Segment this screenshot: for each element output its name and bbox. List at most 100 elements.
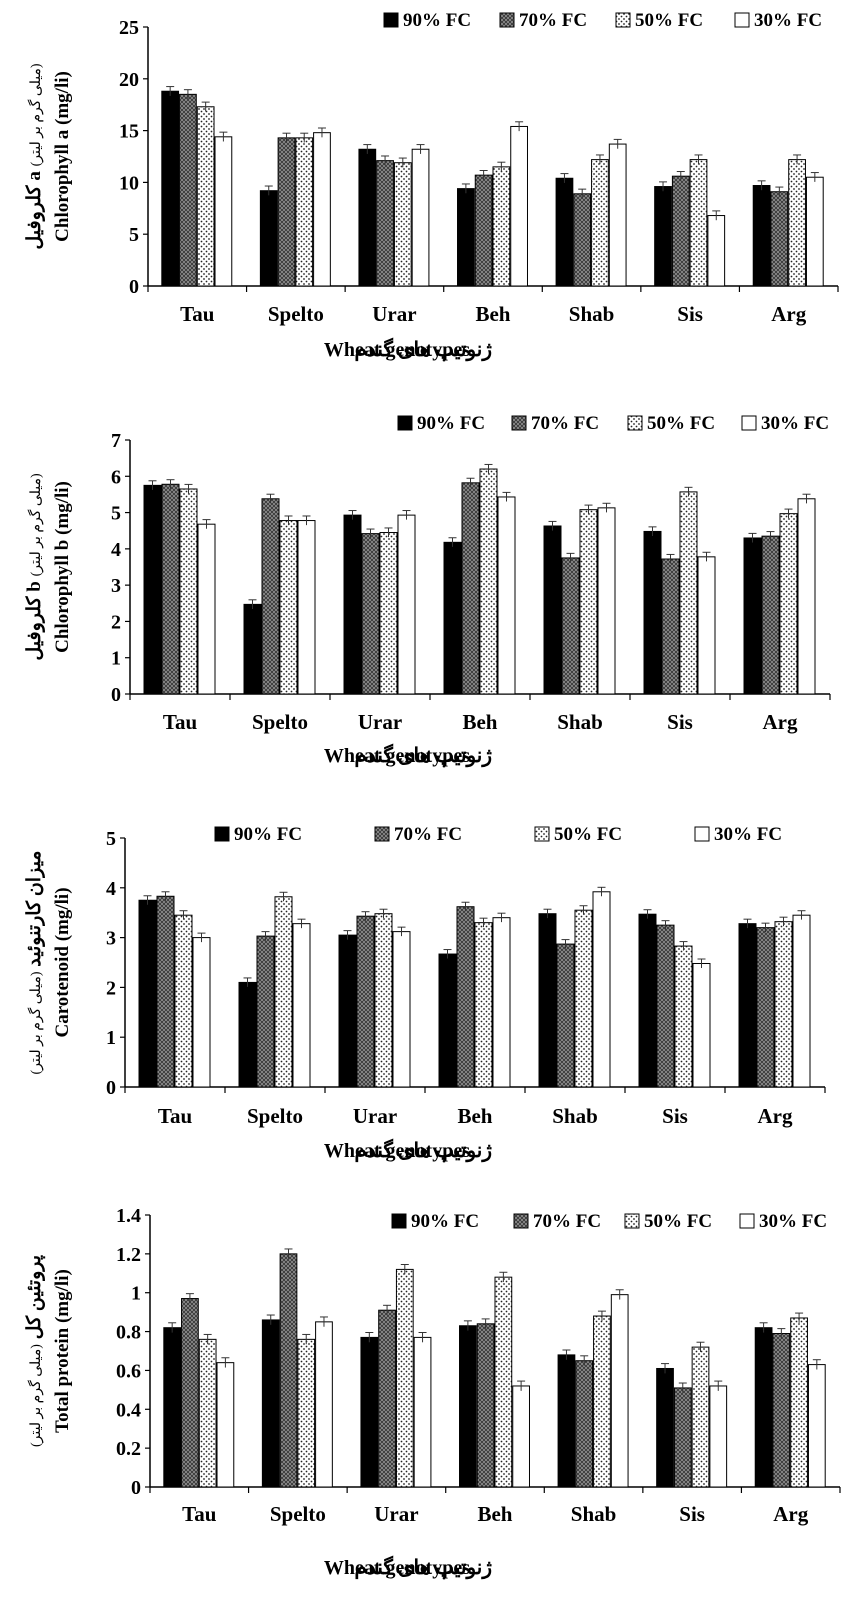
- x-category-label: Urar: [358, 710, 402, 734]
- x-category-label: Tau: [180, 302, 215, 326]
- bar-tau-series-1: [161, 90, 180, 287]
- error-bar: [515, 121, 524, 132]
- bar-arg-series-3: [788, 159, 806, 287]
- bar-beh-series-4: [512, 1385, 530, 1488]
- error-bar: [714, 1380, 723, 1391]
- bar-spelto-series-4: [315, 1321, 333, 1488]
- bar-shab-series-4: [592, 891, 611, 1088]
- error-bar: [243, 977, 252, 987]
- y-axis-label: Carotenoid (mg/li): [52, 887, 73, 1037]
- y-tick-label: 20: [119, 69, 139, 91]
- error-bar: [166, 479, 175, 489]
- error-bar: [297, 918, 306, 929]
- legend-swatch-3: [624, 1213, 640, 1229]
- bar-sis-series-2: [673, 1387, 692, 1488]
- y-tick-label: 1: [106, 1027, 116, 1049]
- error-bar: [203, 1333, 212, 1345]
- y-tick-label: 15: [119, 121, 139, 143]
- bar-spelto-series-3: [279, 520, 298, 695]
- y-tick-label: 25: [119, 17, 139, 39]
- chart-panel-1: 0 5 10 15 20 25 Tau Spelto Urar Beh Shab Sis Arg 90% …: [24, 10, 839, 362]
- legend-label: 70% FC: [531, 413, 599, 434]
- bar-urar-series-1: [358, 148, 377, 287]
- bar-beh-series-1: [459, 1325, 477, 1488]
- legend-swatch-4: [734, 12, 750, 28]
- error-bar: [810, 172, 819, 182]
- y-tick-label: 5: [111, 503, 121, 525]
- bar-sis-series-1: [638, 913, 657, 1088]
- bar-arg-series-1: [754, 1327, 773, 1488]
- bar-spelto-series-1: [238, 981, 257, 1088]
- error-bar: [562, 1349, 571, 1360]
- legend-label: 70% FC: [394, 824, 462, 845]
- error-bar: [166, 86, 175, 96]
- error-bar: [379, 908, 388, 919]
- error-bar: [284, 515, 293, 526]
- y-axis-label-persian-unit: (میلی گرم بر لیتر): [27, 473, 44, 576]
- legend-label: 30% FC: [761, 413, 829, 434]
- error-bar: [702, 551, 711, 562]
- error-bar: [302, 1333, 311, 1345]
- bar-arg-series-2: [772, 1333, 791, 1488]
- bar-sis-series-2: [671, 175, 690, 287]
- error-bar: [400, 1264, 409, 1275]
- bar-beh-series-1: [457, 188, 475, 287]
- error-bar: [416, 144, 425, 154]
- error-bar: [184, 483, 193, 494]
- error-bar: [597, 1310, 606, 1321]
- error-bar: [684, 486, 693, 497]
- bar-arg-series-4: [792, 914, 811, 1088]
- y-axis-label: Chlorophyll a (mg/li): [52, 71, 73, 242]
- x-axis-label: Wheat genotypes: [324, 339, 470, 361]
- bar-sis-series-1: [643, 530, 662, 695]
- x-axis-label: Wheat genotypes: [324, 1140, 470, 1162]
- legend-label: 30% FC: [754, 10, 822, 31]
- y-tick-label: 0: [106, 1077, 116, 1099]
- error-bar: [219, 131, 228, 142]
- legend-label: 30% FC: [714, 824, 782, 845]
- x-category-label: Shab: [569, 302, 615, 326]
- error-bar: [348, 510, 357, 520]
- legend-label: 90% FC: [234, 824, 302, 845]
- error-bar: [284, 1248, 293, 1259]
- bar-arg-series-1: [752, 185, 771, 287]
- error-bar: [221, 1357, 230, 1368]
- bar-spelto-series-3: [297, 1338, 316, 1488]
- error-bar: [383, 1304, 392, 1316]
- bar-tau-series-2: [156, 895, 175, 1088]
- x-category-label: Tau: [182, 1502, 217, 1526]
- error-bar: [566, 552, 575, 563]
- error-bar: [300, 132, 309, 143]
- error-bar: [793, 154, 802, 165]
- legend-swatch-1: [397, 415, 413, 431]
- x-category-label: Shab: [571, 1502, 617, 1526]
- y-tick-label: 6: [111, 466, 121, 488]
- error-bar: [761, 922, 770, 933]
- bar-beh-series-2: [461, 482, 480, 695]
- error-bar: [595, 154, 604, 165]
- legend-label: 50% FC: [644, 1211, 712, 1232]
- error-bar: [168, 1322, 177, 1333]
- bar-shab-series-4: [608, 143, 627, 287]
- bar-arg-series-2: [770, 191, 789, 287]
- legend-label: 30% FC: [759, 1211, 827, 1232]
- legend-swatch-1: [383, 12, 399, 28]
- y-tick-label: 5: [106, 828, 116, 850]
- error-bar: [812, 1359, 821, 1370]
- legend-swatch-4: [694, 826, 710, 842]
- error-bar: [183, 89, 192, 100]
- bar-tau-series-1: [143, 484, 162, 695]
- error-bar: [143, 895, 152, 905]
- bar-tau-series-3: [196, 106, 215, 287]
- bar-urar-series-1: [360, 1336, 379, 1488]
- error-bar: [448, 537, 457, 547]
- error-bar: [279, 891, 288, 902]
- x-axis-label: Wheat genotypes: [324, 745, 470, 767]
- bar-beh-series-3: [492, 166, 511, 287]
- y-tick-label: 5: [129, 224, 139, 246]
- error-bar: [597, 886, 606, 897]
- error-bar: [602, 502, 611, 513]
- error-bar: [185, 1293, 194, 1304]
- error-bar: [757, 180, 766, 191]
- bar-sis-series-2: [656, 924, 675, 1088]
